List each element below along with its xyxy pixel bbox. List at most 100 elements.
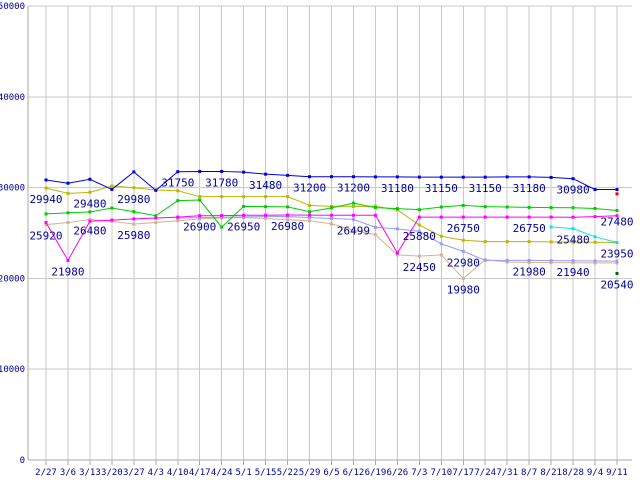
x-tick-label: 3/20 [101, 468, 123, 478]
data-point-marker [505, 260, 509, 264]
data-point-marker [286, 195, 290, 199]
value-label: 31200 [337, 182, 370, 195]
series-path-cyan-line [551, 226, 618, 244]
data-point-marker [176, 189, 180, 193]
x-tick-label: 6/26 [387, 468, 409, 478]
data-point-marker [176, 219, 180, 223]
value-annotations: 29940 29480 29980 31750 31780 31480 31200 31200… [29, 176, 633, 296]
data-point-marker [527, 258, 531, 262]
data-point-marker [44, 212, 48, 216]
data-point-marker [439, 242, 443, 246]
value-label: 20540 [600, 278, 633, 291]
value-label: 25980 [117, 229, 150, 242]
data-point-marker [264, 216, 268, 220]
data-point-marker [308, 219, 312, 223]
data-point-marker [154, 214, 158, 218]
data-point-marker [571, 215, 575, 219]
x-tick-label: 5/1 [236, 468, 252, 478]
data-point-marker [286, 213, 290, 217]
x-tick-label: 5/15 [255, 468, 277, 478]
x-tick-label: 8/7 [521, 468, 537, 478]
series-green-line [44, 198, 619, 229]
data-point-marker [417, 175, 421, 179]
data-point-marker [154, 216, 158, 220]
data-point-marker [615, 208, 619, 212]
data-point-marker [505, 175, 509, 179]
data-point-marker [154, 221, 158, 225]
data-point-marker [308, 213, 312, 217]
data-point-marker [44, 186, 48, 190]
data-point-marker [264, 172, 268, 176]
value-label: 30980 [557, 184, 590, 197]
data-point-marker [439, 234, 443, 238]
data-point-marker [351, 204, 355, 208]
x-tick-label: 9/4 [587, 468, 603, 478]
data-point-marker [615, 192, 619, 196]
data-point-marker [66, 258, 70, 262]
data-point-marker [615, 188, 619, 192]
data-point-marker [593, 261, 597, 265]
data-point-marker [286, 173, 290, 177]
data-point-marker [615, 214, 619, 218]
value-label: 31150 [425, 182, 458, 195]
data-point-marker [549, 261, 553, 265]
x-tick-label: 5/22 [277, 468, 299, 478]
data-point-marker [505, 205, 509, 209]
data-point-marker [373, 206, 377, 210]
value-label: 31150 [469, 182, 502, 195]
data-point-marker [132, 170, 136, 174]
data-point-marker [439, 215, 443, 219]
x-tick-label: 3/27 [123, 468, 145, 478]
data-point-marker [549, 206, 553, 210]
data-point-marker [571, 227, 575, 231]
data-point-marker [198, 216, 202, 220]
value-label: 26900 [183, 221, 216, 234]
data-point-marker [88, 218, 92, 222]
axes [27, 6, 632, 465]
data-point-marker [110, 184, 114, 188]
data-point-marker [66, 181, 70, 185]
data-point-marker [527, 260, 531, 264]
y-tick-label: 20000 [0, 274, 25, 284]
data-point-marker [242, 195, 246, 199]
data-point-marker [593, 240, 597, 244]
data-point-marker [286, 218, 290, 222]
data-point-marker [132, 186, 136, 190]
data-point-marker [461, 249, 465, 253]
data-point-marker [593, 188, 597, 192]
data-point-marker [571, 240, 575, 244]
data-point-marker [44, 178, 48, 182]
gridlines [28, 5, 632, 461]
data-point-marker [330, 222, 333, 226]
data-point-marker [351, 213, 355, 217]
data-point-marker [351, 201, 355, 205]
series-blue-line [44, 169, 619, 192]
value-label: 26950 [227, 220, 260, 233]
data-point-marker [483, 175, 487, 179]
data-point-marker [330, 175, 333, 179]
value-label: 19980 [447, 284, 480, 297]
data-point-marker [395, 227, 399, 231]
data-point-marker [615, 271, 619, 275]
data-point-marker [44, 223, 48, 227]
data-point-marker [308, 175, 312, 179]
data-point-marker [176, 215, 180, 219]
data-point-marker [549, 175, 553, 179]
x-tick-label: 8/28 [562, 468, 584, 478]
value-label: 25480 [557, 234, 590, 247]
value-label: 26480 [73, 225, 106, 238]
data-point-marker [308, 203, 312, 207]
x-tick-label: 2/27 [35, 468, 57, 478]
data-point-marker [417, 223, 421, 227]
value-label: 25880 [403, 230, 436, 243]
data-point-marker [439, 253, 443, 257]
data-point-marker [439, 175, 443, 179]
data-point-marker [264, 195, 268, 199]
x-tick-label: 3/13 [79, 468, 101, 478]
x-tick-label: 7/24 [474, 468, 496, 478]
data-point-marker [351, 228, 355, 232]
data-point-marker [264, 213, 268, 217]
value-label: 21940 [557, 266, 590, 279]
x-tick-label: 8/21 [540, 468, 562, 478]
value-label: 26980 [271, 220, 304, 233]
